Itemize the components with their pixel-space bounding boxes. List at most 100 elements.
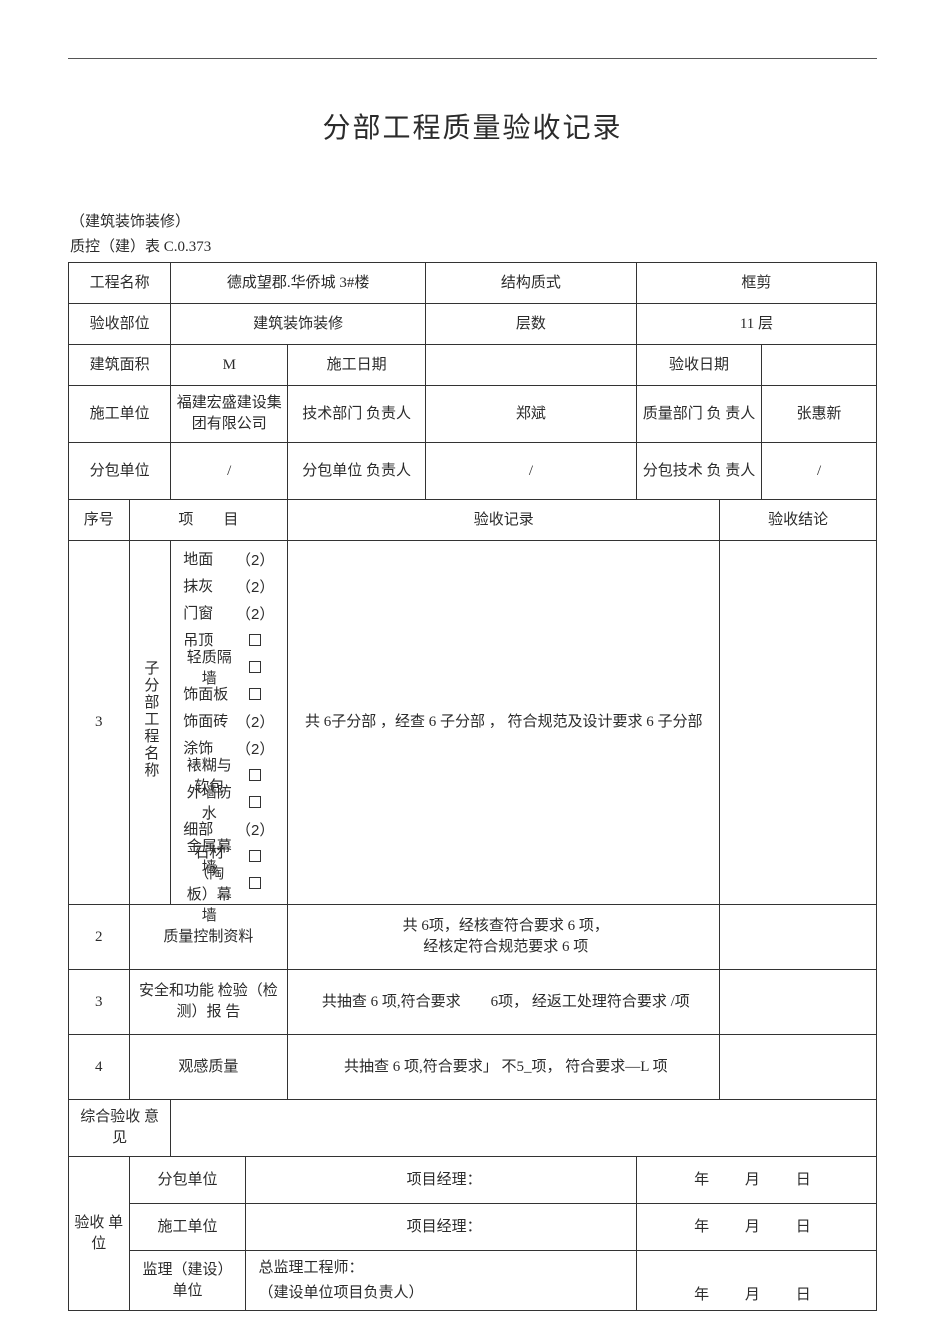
- checklist-item-name: 门窗: [183, 604, 213, 625]
- row-accept-part: 验收部位 建筑装饰装修 层数 11 层: [69, 304, 877, 345]
- value-accept-part: 建筑装饰装修: [171, 304, 426, 345]
- r3-conclusion: [720, 970, 877, 1035]
- label-structure-type: 结构质式: [426, 263, 637, 304]
- checklist-item-mark: [235, 658, 275, 679]
- col-conclusion: 验收结论: [720, 500, 877, 541]
- checklist-item-mark: （2）: [235, 577, 275, 598]
- section3-record: 共 6子分部 ，经查 6 子分部 ， 符合规范及设计要求 6 子分部: [288, 541, 720, 905]
- value-accept-date: [762, 345, 877, 386]
- value-structure-type: 框剪: [636, 263, 876, 304]
- checklist-item: 地面 （2）: [179, 547, 279, 574]
- label-construct-date: 施工日期: [288, 345, 426, 386]
- label-sub-unit-leader: 分包单位 负责人: [288, 443, 426, 500]
- page-rule-top: [68, 58, 877, 59]
- label-sub-unit: 分包单位: [69, 443, 171, 500]
- value-floors: 11 层: [636, 304, 876, 345]
- r2-conclusion: [720, 905, 877, 970]
- checkbox-icon: [249, 877, 261, 889]
- checklist-item-mark: （2）: [235, 820, 275, 841]
- r3-item: 安全和功能 检验（检测）报 告: [129, 970, 288, 1035]
- sign1-unit: 分包单位: [129, 1157, 246, 1204]
- r3-seq: 3: [69, 970, 130, 1035]
- sign1-role: 项目经理：: [246, 1157, 636, 1204]
- label-tech-leader: 技术部门 负责人: [288, 386, 426, 443]
- label-accept-part: 验收部位: [69, 304, 171, 345]
- date-d: 日: [796, 1217, 811, 1238]
- checklist-item-name: 饰面板: [183, 685, 228, 706]
- sign-row-1: 验收 单位 分包单位 项目经理： 年 月 日: [69, 1157, 877, 1204]
- label-quality-leader: 质量部门 负 责人: [636, 386, 761, 443]
- checklist-item-mark: （2）: [235, 550, 275, 571]
- section3-seq: 3: [69, 541, 130, 905]
- sign3-role-cell: 总监理工程师： （建设单位项目负责人）: [246, 1251, 636, 1311]
- r4-record: 共抽查 6 项,符合要求」 不5_项， 符合要求—L 项: [288, 1035, 720, 1100]
- section3-side-label: 子分部工程名称: [129, 541, 171, 905]
- sign1-date: 年 月 日: [636, 1157, 876, 1204]
- sign-row-2: 施工单位 项目经理： 年 月 日: [69, 1204, 877, 1251]
- row-project: 工程名称 德成望郡.华侨城 3#楼 结构质式 框剪: [69, 263, 877, 304]
- checklist-item: 轻质隔墙: [179, 655, 279, 682]
- sign3-role: 总监理工程师：: [258, 1258, 363, 1279]
- col-seq: 序号: [69, 500, 130, 541]
- section3-items: 地面（2）抹灰（2）门窗（2）吊顶轻质隔墙饰面板饰面砖（2）涂饰（2）裱糊与软包…: [171, 541, 288, 905]
- checklist-item-mark: （2）: [235, 604, 275, 625]
- r3-record: 共抽查 6 项,符合要求 6项， 经返工处理符合要求 /项: [288, 970, 720, 1035]
- label-construct-unit: 施工单位: [69, 386, 171, 443]
- checkbox-icon: [249, 796, 261, 808]
- value-tech-leader: 郑斌: [426, 386, 637, 443]
- row-visual: 4 观感质量 共抽查 6 项,符合要求」 不5_项， 符合要求—L 项: [69, 1035, 877, 1100]
- value-building-area: M: [171, 345, 288, 386]
- value-sub-unit-leader: /: [426, 443, 637, 500]
- row-area-dates: 建筑面积 M 施工日期 验收日期: [69, 345, 877, 386]
- signoff-side: 验收 单位: [69, 1157, 130, 1311]
- col-record: 验收记录: [288, 500, 720, 541]
- checklist-item-mark: [235, 766, 275, 787]
- value-quality-leader: 张惠新: [762, 386, 877, 443]
- checklist-item-mark: （2）: [235, 739, 275, 760]
- main-table: 工程名称 德成望郡.华侨城 3#楼 结构质式 框剪 验收部位 建筑装饰装修 层数…: [68, 262, 877, 1311]
- checklist-item-mark: [235, 685, 275, 706]
- doc-form-number: 质控（建）表 C.0.373: [70, 237, 877, 258]
- row-safety: 3 安全和功能 检验（检测）报 告 共抽查 6 项,符合要求 6项， 经返工处理…: [69, 970, 877, 1035]
- date-y: 年: [694, 1285, 709, 1306]
- label-project-name: 工程名称: [69, 263, 171, 304]
- date-y: 年: [694, 1170, 709, 1191]
- checklist-item-mark: （2）: [235, 712, 275, 733]
- checklist-item-mark: [235, 793, 275, 814]
- date-d: 日: [796, 1285, 811, 1306]
- section3-conclusion: [720, 541, 877, 905]
- checkbox-icon: [249, 850, 261, 862]
- label-building-area: 建筑面积: [69, 345, 171, 386]
- label-floors: 层数: [426, 304, 637, 345]
- sign2-unit: 施工单位: [129, 1204, 246, 1251]
- checklist-item: 饰面板: [179, 682, 279, 709]
- sign2-date: 年 月 日: [636, 1204, 876, 1251]
- row-subcontract: 分包单位 / 分包单位 负责人 / 分包技术 负 责人 /: [69, 443, 877, 500]
- sign3-date: 年 月 日: [636, 1251, 876, 1311]
- value-construct-unit: 福建宏盛建设集团有限公司: [171, 386, 288, 443]
- section3-side-label-text: 子分部工程名称: [139, 660, 160, 779]
- checklist-item: 抹灰（2）: [179, 574, 279, 601]
- checkbox-icon: [249, 634, 261, 646]
- checklist-item-mark: [235, 847, 275, 868]
- opinion-label: 综合验收 意见: [69, 1100, 171, 1157]
- doc-title: 分部工程质量验收记录: [68, 109, 877, 148]
- checklist-item: 外墙防水: [179, 790, 279, 817]
- checklist-item-mark: [235, 874, 275, 895]
- checkbox-icon: [249, 769, 261, 781]
- sign3-role2: （建设单位项目负责人）: [258, 1283, 423, 1304]
- checklist-item-name: 地面: [183, 550, 213, 571]
- checklist-item: 石材（陶板）幕墙: [179, 871, 279, 898]
- opinion-value: [171, 1100, 877, 1157]
- date-d: 日: [796, 1170, 811, 1191]
- value-project-name: 德成望郡.华侨城 3#楼: [171, 263, 426, 304]
- checkbox-icon: [249, 661, 261, 673]
- checklist-item: 饰面砖（2）: [179, 709, 279, 736]
- date-m: 月: [745, 1285, 760, 1306]
- checklist-item-mark: [235, 631, 275, 652]
- label-accept-date: 验收日期: [636, 345, 761, 386]
- checklist-item: 门窗 （2）: [179, 601, 279, 628]
- value-sub-unit: /: [171, 443, 288, 500]
- date-m: 月: [745, 1217, 760, 1238]
- value-construct-date: [426, 345, 637, 386]
